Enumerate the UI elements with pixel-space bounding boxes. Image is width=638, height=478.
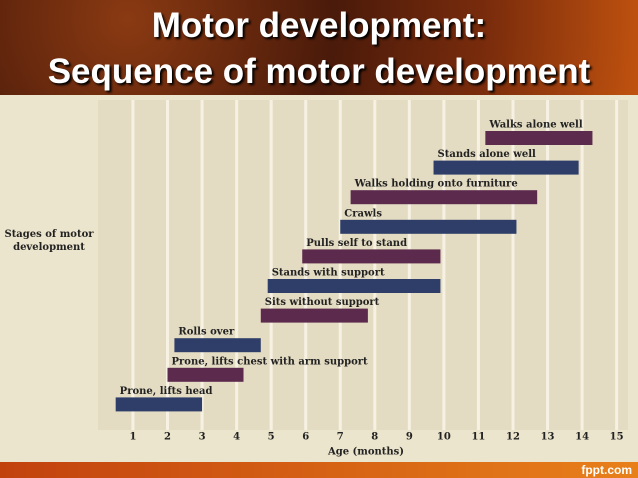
bar-label: Stands with support — [272, 268, 385, 279]
bar-label: Sits without support — [265, 297, 380, 308]
header: Motor development: Sequence of motor dev… — [0, 0, 638, 95]
bar — [115, 397, 203, 412]
x-axis-label: Age (months) — [327, 447, 404, 458]
title-line: Motor development: — [151, 6, 487, 45]
footer: fppt.com — [0, 462, 638, 478]
bar-label: Stands alone well — [438, 149, 537, 160]
bar — [302, 249, 441, 264]
x-tick-label: 4 — [233, 432, 240, 443]
bar — [260, 308, 368, 323]
subtitle-line: Sequence of motor development — [47, 52, 591, 91]
x-tick-label: 6 — [302, 432, 309, 443]
x-tick-label: 9 — [406, 432, 413, 443]
x-tick-label: 15 — [610, 432, 624, 443]
x-tick-label: 7 — [337, 432, 344, 443]
x-tick-label: 5 — [268, 432, 275, 443]
y-axis-label: Stages of motor development — [4, 229, 94, 253]
bar — [433, 160, 579, 175]
bar — [485, 131, 593, 145]
bar — [340, 219, 517, 234]
bar-label: Walks holding onto furniture — [354, 179, 518, 190]
bar-label: Pulls self to stand — [306, 238, 407, 249]
x-tick-label: 8 — [371, 432, 378, 443]
x-tick-label: 10 — [437, 432, 451, 443]
x-tick-label: 14 — [575, 432, 589, 443]
bar-label: Crawls — [344, 208, 382, 219]
bar-label: Rolls over — [178, 327, 235, 338]
bar — [350, 190, 538, 205]
x-tick-label: 11 — [471, 432, 485, 443]
bar — [267, 279, 441, 293]
bar — [167, 367, 244, 382]
x-tick-label: 12 — [506, 432, 520, 443]
footer-text: fppt.com — [581, 463, 632, 477]
x-tick-label: 2 — [164, 432, 171, 443]
bar — [174, 338, 261, 353]
x-tick-label: 1 — [129, 432, 136, 443]
x-tick-label: 13 — [541, 432, 555, 443]
bar-label: Prone, lifts head — [120, 386, 213, 397]
x-tick-label: 3 — [199, 432, 206, 443]
bar-label: Prone, lifts chest with arm support — [171, 356, 368, 367]
bar-label: Walks alone well — [488, 120, 583, 131]
